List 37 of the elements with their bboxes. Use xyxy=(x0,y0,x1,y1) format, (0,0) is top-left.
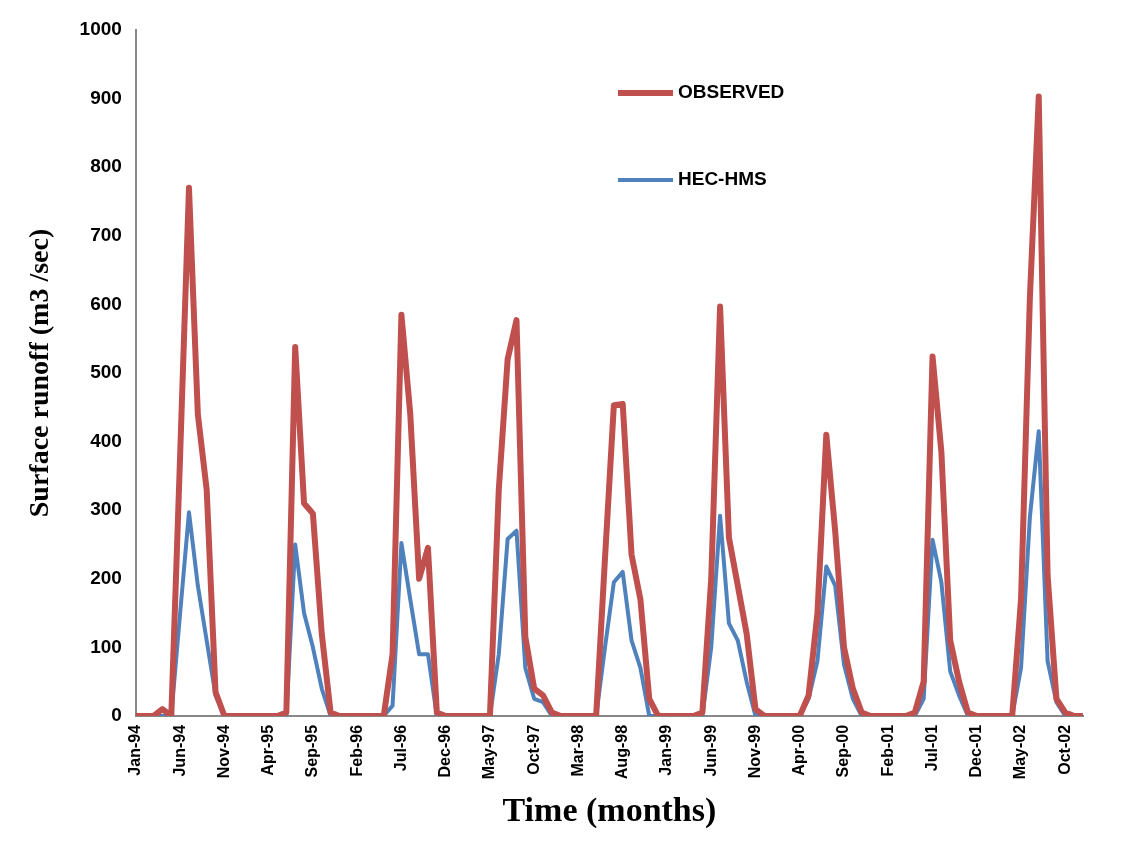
x-tick-label: Oct-97 xyxy=(524,724,542,775)
x-tick-label: Nov-99 xyxy=(745,724,763,779)
x-tick-label: Mar-98 xyxy=(568,724,586,777)
y-tick-label: 900 xyxy=(90,86,122,108)
x-tick-label: Nov-94 xyxy=(214,724,232,779)
x-tick-label: Apr-00 xyxy=(790,724,808,776)
x-tick-label: Apr-95 xyxy=(259,724,277,776)
y-tick-label: 600 xyxy=(90,292,122,314)
x-tick-label: Dec-01 xyxy=(967,724,985,778)
x-tick-label: Jun-94 xyxy=(170,724,188,777)
y-tick-label: 100 xyxy=(90,635,122,657)
y-axis-title: Surface runoff (m3 /sec) xyxy=(23,228,55,518)
x-tick-label: Feb-01 xyxy=(878,724,896,777)
x-tick-label: Jan-94 xyxy=(126,724,144,776)
x-tick-label: May-02 xyxy=(1011,724,1029,780)
y-tick-label: 500 xyxy=(90,361,122,383)
x-axis-title: Time (months) xyxy=(502,791,717,830)
x-tick-label: Aug-98 xyxy=(613,724,631,780)
x-tick-label: Jul-01 xyxy=(922,724,940,772)
legend-label: HEC-HMS xyxy=(678,168,767,190)
x-tick-label: Sep-00 xyxy=(834,724,852,778)
x-tick-label: Sep-95 xyxy=(303,724,321,778)
x-tick-label: Oct-02 xyxy=(1055,724,1073,775)
x-tick-label: May-97 xyxy=(480,724,498,780)
x-tick-label: Jun-99 xyxy=(701,724,719,777)
y-tick-label: 700 xyxy=(90,224,122,246)
x-tick-label: Feb-96 xyxy=(347,724,365,777)
x-tick-label: Jul-96 xyxy=(391,724,409,772)
x-tick-label: Dec-96 xyxy=(436,724,454,778)
y-tick-label: 800 xyxy=(90,155,122,177)
x-tick-label: Jan-99 xyxy=(657,724,675,776)
y-tick-label: 1000 xyxy=(79,18,122,40)
y-tick-label: 200 xyxy=(90,566,122,588)
y-tick-label: 0 xyxy=(111,704,122,726)
y-tick-label: 300 xyxy=(90,498,122,520)
y-tick-label: 400 xyxy=(90,429,122,451)
legend-label: OBSERVED xyxy=(678,81,785,103)
